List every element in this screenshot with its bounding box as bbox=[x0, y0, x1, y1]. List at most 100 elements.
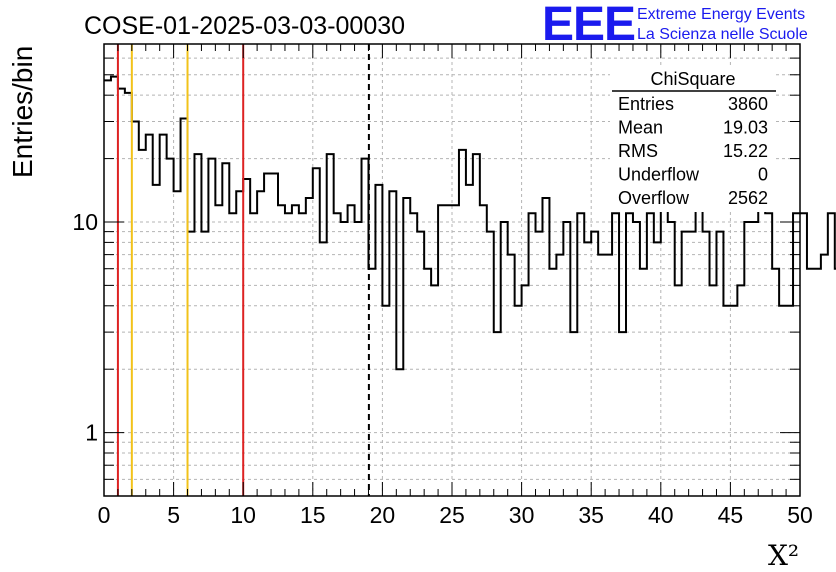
x-tick-label: 40 bbox=[648, 502, 674, 528]
histogram-bin bbox=[577, 213, 584, 496]
histogram-bin bbox=[758, 198, 765, 496]
histogram-bin bbox=[640, 269, 647, 496]
histogram-bin bbox=[125, 93, 132, 496]
y-tick-label: 1 bbox=[85, 420, 98, 446]
histogram-bin bbox=[584, 242, 591, 496]
stats-label: Entries bbox=[618, 94, 674, 114]
histogram-bin bbox=[466, 185, 473, 496]
histogram-bin bbox=[605, 255, 612, 496]
histogram-bin bbox=[313, 168, 320, 496]
histogram-bin bbox=[348, 205, 355, 496]
histogram-bin bbox=[410, 213, 417, 496]
histogram-bin bbox=[737, 285, 744, 496]
histogram-outline bbox=[104, 75, 836, 371]
histogram-bin bbox=[438, 205, 445, 496]
plot-axes bbox=[103, 43, 801, 497]
histogram-bin bbox=[626, 213, 633, 496]
histogram-bin bbox=[710, 285, 717, 496]
histogram-bin bbox=[243, 179, 250, 496]
histogram-bin bbox=[174, 191, 181, 496]
histogram-bin bbox=[208, 159, 215, 496]
histogram-bin bbox=[570, 332, 577, 496]
histogram-bin bbox=[765, 213, 772, 496]
histogram-bin bbox=[800, 213, 807, 496]
histogram-bin bbox=[306, 198, 313, 496]
histogram-bin bbox=[682, 232, 689, 496]
stats-box-title: ChiSquare bbox=[650, 69, 735, 89]
histogram-bin bbox=[118, 89, 125, 496]
histogram-bin bbox=[675, 285, 682, 496]
x-tick-label: 45 bbox=[718, 502, 744, 528]
chart-title: COSE-01-2025-03-03-00030 bbox=[84, 12, 405, 40]
histogram-bin bbox=[536, 232, 543, 496]
histogram-bin bbox=[529, 213, 536, 496]
histogram-bin bbox=[250, 213, 257, 496]
histogram-bin bbox=[814, 269, 821, 496]
stats-label: Overflow bbox=[618, 188, 690, 208]
histogram-bin bbox=[668, 222, 675, 496]
histogram-bin bbox=[556, 255, 563, 496]
x-tick-label: 50 bbox=[787, 502, 813, 528]
histogram-bin bbox=[389, 191, 396, 496]
histogram-bin bbox=[236, 191, 243, 496]
histogram-bin bbox=[772, 269, 779, 496]
histogram-bin bbox=[368, 269, 375, 496]
histogram-bin bbox=[375, 185, 382, 496]
histogram-bin bbox=[549, 269, 556, 496]
x-axis-tick-labels: 0 5 10 15 20 25 30 35 40 45 50 bbox=[98, 502, 813, 528]
histogram-bin bbox=[146, 135, 153, 496]
reference-lines bbox=[116, 44, 370, 496]
histogram-bin bbox=[730, 306, 737, 496]
histogram-bin bbox=[194, 154, 201, 496]
y-axis-label: Entries/bin bbox=[7, 46, 38, 178]
logo-line-2: La Scienza nelle Scuole bbox=[637, 26, 808, 43]
histogram-bin bbox=[417, 232, 424, 496]
x-tick-label: 5 bbox=[167, 502, 180, 528]
histogram-bin bbox=[716, 232, 723, 496]
histogram-bin bbox=[793, 213, 800, 496]
histogram-bin bbox=[215, 205, 222, 496]
stats-value: 2562 bbox=[728, 188, 768, 208]
histogram-bin bbox=[355, 222, 362, 496]
histogram-bin bbox=[278, 205, 285, 496]
histogram-bin bbox=[821, 255, 828, 496]
histogram-bin bbox=[292, 205, 299, 496]
histogram-bin bbox=[167, 159, 174, 496]
histogram-bin bbox=[786, 306, 793, 496]
histogram-bin bbox=[299, 213, 306, 496]
histogram-bin bbox=[153, 185, 160, 496]
x-tick-label: 35 bbox=[578, 502, 604, 528]
histogram-bin bbox=[424, 269, 431, 496]
histogram-bin bbox=[696, 205, 703, 496]
eee-logo-mark: EEE bbox=[542, 0, 635, 51]
x-tick-label: 0 bbox=[98, 502, 111, 528]
eee-logo: EEE Extreme Energy Events La Scienza nel… bbox=[542, 0, 808, 51]
histogram-bin bbox=[542, 198, 549, 496]
histogram-bin bbox=[264, 173, 271, 496]
histogram-bin bbox=[160, 135, 167, 496]
histogram-bin bbox=[501, 222, 508, 496]
histogram-bin bbox=[341, 222, 348, 496]
stats-value: 15.22 bbox=[723, 141, 768, 161]
histogram-bin bbox=[647, 213, 654, 496]
x-tick-label: 20 bbox=[370, 502, 396, 528]
histogram-bin bbox=[563, 222, 570, 496]
stats-value: 19.03 bbox=[723, 118, 768, 138]
histogram-bin bbox=[633, 222, 640, 496]
histogram-bin bbox=[431, 285, 438, 496]
histogram-bin bbox=[751, 222, 758, 496]
histogram-bin bbox=[132, 122, 139, 496]
histogram-bin bbox=[257, 191, 264, 496]
histogram-bin bbox=[494, 332, 501, 496]
histogram-bin bbox=[459, 150, 466, 496]
histogram-bin bbox=[591, 232, 598, 496]
histogram-bin bbox=[744, 222, 751, 496]
stats-value: 0 bbox=[758, 165, 768, 185]
histogram-bin bbox=[515, 306, 522, 496]
y-axis-tick-labels: 1 10 bbox=[72, 209, 98, 446]
histogram-bin bbox=[285, 213, 292, 496]
histogram-bin bbox=[403, 198, 410, 496]
histogram-bin bbox=[452, 205, 459, 496]
histogram-bin bbox=[473, 154, 480, 496]
